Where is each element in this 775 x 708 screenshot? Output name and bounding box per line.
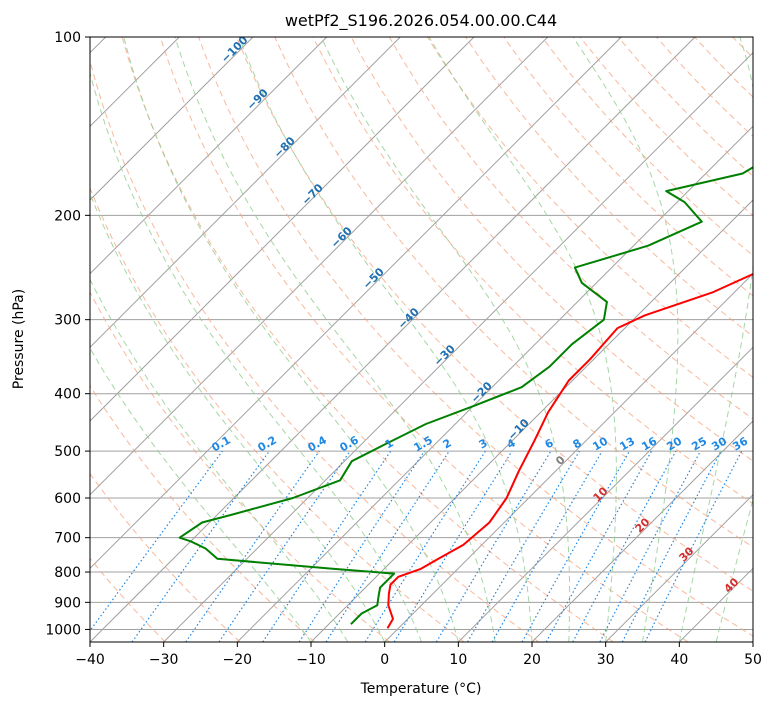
mixing-ratio-line — [572, 450, 677, 642]
isotherm-line — [310, 199, 753, 642]
dewpoint-line — [178, 166, 753, 625]
dry-adiabat-line — [771, 37, 775, 642]
dry-adiabat-line — [90, 384, 316, 642]
dry-adiabat-line — [503, 37, 753, 297]
x-axis-label: Temperature (°C) — [360, 681, 482, 697]
dry-adiabat-line — [426, 37, 753, 378]
moist-adiabat-line — [238, 37, 533, 642]
x-tick-label: 10 — [449, 652, 467, 668]
isotherm-line — [457, 346, 753, 642]
x-tick-label: 30 — [597, 652, 615, 668]
background-lines — [90, 37, 775, 642]
moist-adiabat-line — [678, 37, 753, 642]
y-tick-label: 700 — [54, 531, 81, 547]
mixing-ratio-line — [545, 450, 653, 642]
mixing-ratio-line — [325, 450, 450, 642]
y-tick-label: 1000 — [45, 622, 81, 638]
y-axis-label: Pressure (hPa) — [11, 289, 27, 389]
plot-area — [90, 37, 753, 642]
mixing-ratio-line — [393, 450, 513, 642]
dry-adiabat-line — [465, 37, 753, 338]
isotherm-line — [384, 272, 753, 642]
mixing-ratio-line — [262, 450, 392, 642]
chart-title: wetPf2_S196.2026.054.00.00.C44 — [285, 11, 557, 31]
x-tick-label: 50 — [744, 652, 762, 668]
mixing-ratio-line — [131, 450, 270, 642]
dry-adiabat-line — [388, 37, 753, 420]
dry-adiabat-line — [198, 37, 753, 637]
dry-adiabat-line — [90, 472, 241, 642]
moist-adiabat-line — [174, 37, 496, 642]
y-tick-label: 100 — [54, 30, 81, 46]
isotherm-line — [163, 51, 753, 642]
moist-adiabat-line — [90, 70, 422, 642]
x-tick-label: −10 — [296, 652, 326, 668]
y-tick-label: 200 — [54, 208, 81, 224]
dry-adiabat-line — [90, 291, 390, 642]
isotherm-line — [605, 493, 753, 642]
moist-adiabat-line — [572, 37, 679, 642]
moist-adiabat-line — [90, 347, 312, 642]
moist-adiabat-line — [123, 37, 459, 642]
x-tick-label: 0 — [380, 652, 389, 668]
mixing-ratio-line — [644, 450, 743, 642]
x-tick-label: 40 — [670, 652, 688, 668]
temperature-line — [386, 272, 753, 629]
y-tick-label: 400 — [54, 387, 81, 403]
isotherm-line — [90, 37, 475, 422]
mixing-ratio-line — [218, 450, 351, 642]
x-tick-label: −20 — [223, 652, 253, 668]
isotherm-line — [90, 37, 549, 496]
plot-frame — [89, 36, 754, 643]
y-tick-label: 900 — [54, 595, 81, 611]
x-tick-label: 20 — [523, 652, 541, 668]
dry-adiabat-line — [121, 37, 614, 642]
dry-adiabat-line — [90, 186, 465, 642]
dry-adiabat-line — [236, 37, 753, 592]
y-tick-label: 500 — [54, 444, 81, 460]
x-tick-label: −40 — [75, 652, 105, 668]
moist-adiabat-line — [715, 497, 753, 642]
isotherm-line — [236, 125, 753, 642]
dry-adiabat-line — [90, 59, 540, 642]
isotherm-line — [90, 37, 328, 275]
isotherm-line — [90, 37, 622, 570]
moist-adiabat-line — [90, 278, 349, 642]
isotherm-line — [531, 420, 753, 642]
mixing-ratio-line — [521, 450, 631, 642]
moist-adiabat-line — [320, 37, 571, 642]
isotherm-line — [752, 641, 753, 642]
mixing-ratio-line — [90, 450, 223, 632]
mixing-ratio-line — [185, 450, 320, 642]
dry-adiabat-line — [159, 37, 689, 642]
moist-adiabat-line — [90, 192, 386, 642]
dry-adiabat-line — [350, 37, 753, 462]
y-tick-label: 300 — [54, 313, 81, 329]
y-tick-label: 800 — [54, 565, 81, 581]
y-tick-label: 600 — [54, 491, 81, 507]
dry-adiabat-line — [274, 37, 753, 548]
isotherm-line — [90, 37, 401, 349]
profile-lines — [178, 166, 753, 629]
axes: −40 −30 −20 −10 0 10 20 30 40 50 100 200 300 400 500 60… — [45, 30, 762, 668]
dry-adiabat-line — [312, 37, 753, 505]
isotherm-line — [90, 37, 254, 201]
x-tick-label: −30 — [149, 652, 179, 668]
mixing-ratio-line — [298, 450, 425, 642]
